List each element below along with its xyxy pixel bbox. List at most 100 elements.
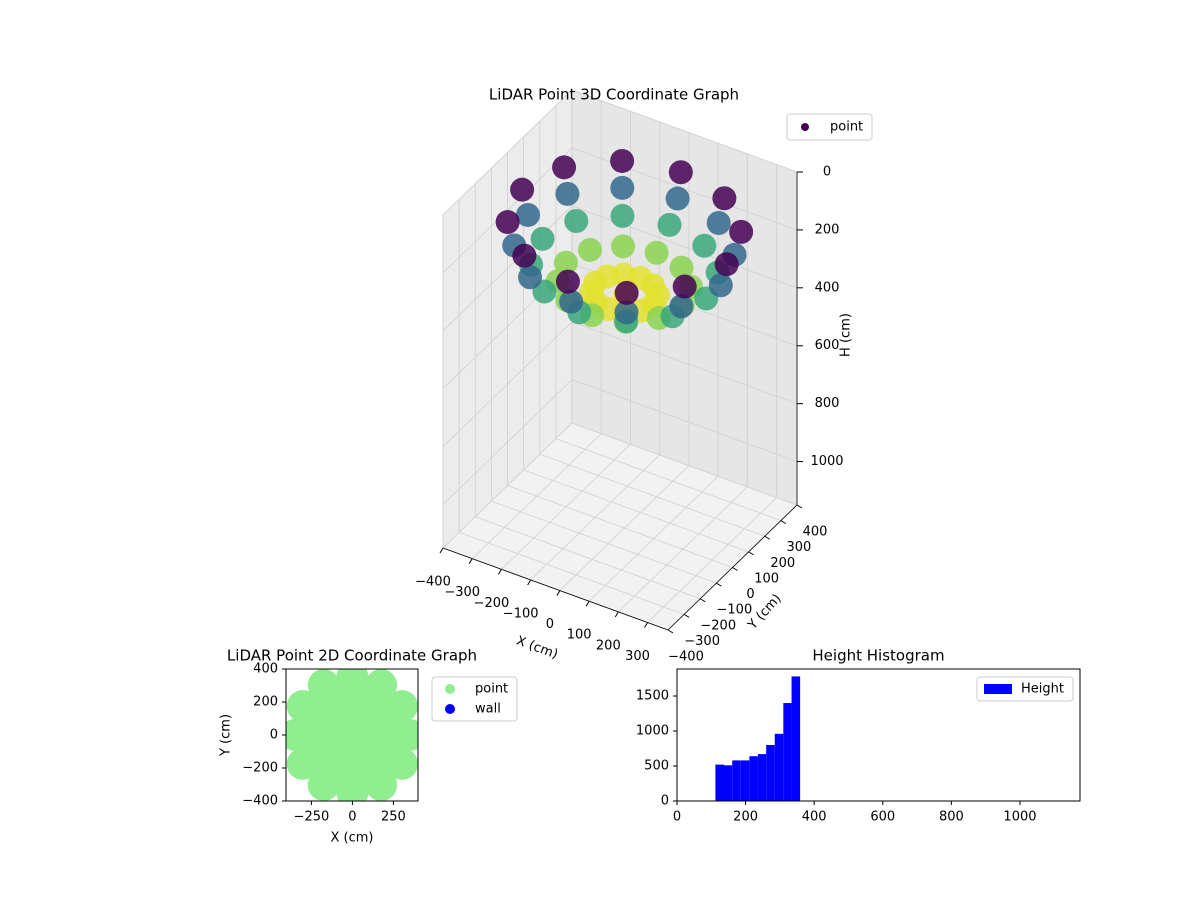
- x-tick: [498, 569, 502, 575]
- bar: [766, 745, 775, 801]
- chart-title: LiDAR Point 3D Coordinate Graph: [489, 86, 739, 104]
- y-tick-label: 0: [661, 794, 669, 809]
- point: [729, 219, 754, 244]
- point: [386, 690, 418, 723]
- y-tick: [683, 613, 690, 618]
- y-tick-label: −400: [242, 794, 278, 809]
- point: [336, 776, 369, 801]
- chart-title: Height Histogram: [812, 647, 944, 665]
- z-tick-label: 400: [815, 280, 840, 295]
- point: [668, 160, 693, 185]
- point: [510, 177, 535, 202]
- point: [614, 280, 639, 305]
- z-tick-label: 800: [815, 396, 840, 411]
- legend-box: [786, 113, 873, 141]
- x-tick-label: 100: [567, 628, 592, 643]
- point: [365, 768, 398, 801]
- y-tick: [716, 582, 722, 587]
- point: [286, 690, 319, 723]
- y-tick-label: −400: [668, 650, 704, 665]
- y-tick: [796, 504, 803, 509]
- x-tick: [439, 547, 444, 554]
- y-tick: [732, 567, 738, 571]
- x-tick-label: 400: [802, 810, 827, 825]
- x-tick-label: −300: [444, 585, 480, 600]
- grid-line: [507, 152, 733, 568]
- bar: [757, 754, 767, 801]
- y-tick-label: 300: [786, 540, 811, 555]
- y-tick: [748, 551, 754, 556]
- x-tick-label: 0: [348, 810, 356, 825]
- x-tick-label: 250: [381, 810, 406, 825]
- x-tick: [527, 579, 532, 586]
- point: [552, 155, 577, 180]
- y-tick-label: 500: [644, 759, 669, 774]
- grid-line: [490, 168, 717, 584]
- point: [712, 186, 737, 211]
- chart-title: LiDAR Point 2D Coordinate Graph: [227, 647, 477, 665]
- x-axis-line: [442, 547, 669, 631]
- x-tick-label: 800: [939, 810, 964, 825]
- x-tick-label: 0: [673, 810, 681, 825]
- y-tick-label: −200: [700, 618, 736, 633]
- legend-label: Height: [1021, 682, 1064, 697]
- legend-label: point: [475, 682, 508, 697]
- y-tick: [764, 535, 771, 540]
- y-tick-label: −300: [684, 634, 720, 649]
- y-tick-label: 0: [270, 728, 278, 743]
- grid-line: [474, 183, 701, 600]
- point: [386, 747, 418, 780]
- z-tick-label: 1000: [810, 454, 843, 469]
- legend-label: point: [830, 120, 863, 135]
- point: [553, 250, 578, 275]
- x-tick-label: 600: [870, 810, 895, 825]
- x-tick: [644, 622, 648, 628]
- grid-line: [442, 89, 798, 216]
- point: [307, 768, 340, 801]
- point: [708, 273, 733, 298]
- x-tick: [556, 590, 561, 596]
- x-tick-label: −250: [294, 810, 330, 825]
- y-tick: [699, 598, 706, 603]
- y-axis-line: [667, 504, 798, 631]
- point: [530, 226, 555, 251]
- x-axis-label: X (cm): [331, 831, 374, 846]
- x-axis-label: X (cm): [514, 634, 560, 663]
- plot-frame: [676, 668, 1081, 802]
- point: [614, 300, 639, 325]
- y-tick-label: −200: [242, 761, 278, 776]
- point: [518, 265, 543, 290]
- bar: [791, 676, 801, 801]
- point: [555, 269, 580, 294]
- point: [610, 203, 635, 228]
- z-tick-label: 0: [823, 165, 831, 180]
- point: [564, 209, 589, 234]
- point: [555, 181, 580, 206]
- point: [669, 255, 694, 280]
- point: [644, 240, 669, 265]
- point: [393, 719, 418, 751]
- bar: [732, 760, 741, 801]
- bar: [783, 703, 792, 801]
- y-axis-label: Y (cm): [219, 714, 234, 757]
- x-tick-label: −400: [415, 575, 451, 590]
- y-tick-label: 1000: [636, 724, 669, 739]
- legend-box: [976, 676, 1074, 702]
- bar: [749, 756, 758, 801]
- legend-marker: [445, 684, 455, 694]
- point: [665, 186, 690, 211]
- grid-line: [555, 105, 782, 522]
- x-tick: [585, 600, 590, 607]
- legend-marker: [984, 684, 1012, 694]
- point: [286, 747, 319, 780]
- y-tick-label: 200: [253, 695, 278, 710]
- x-tick-label: 0: [546, 617, 554, 632]
- legend-marker: [801, 123, 809, 131]
- x-tick: [468, 558, 473, 564]
- legend-label: wall: [475, 702, 501, 717]
- y-tick-label: 0: [746, 587, 754, 602]
- point: [515, 202, 540, 227]
- z-tick-label: 200: [815, 222, 840, 237]
- z-tick-label: 600: [815, 338, 840, 353]
- x-tick-label: 200: [596, 638, 621, 653]
